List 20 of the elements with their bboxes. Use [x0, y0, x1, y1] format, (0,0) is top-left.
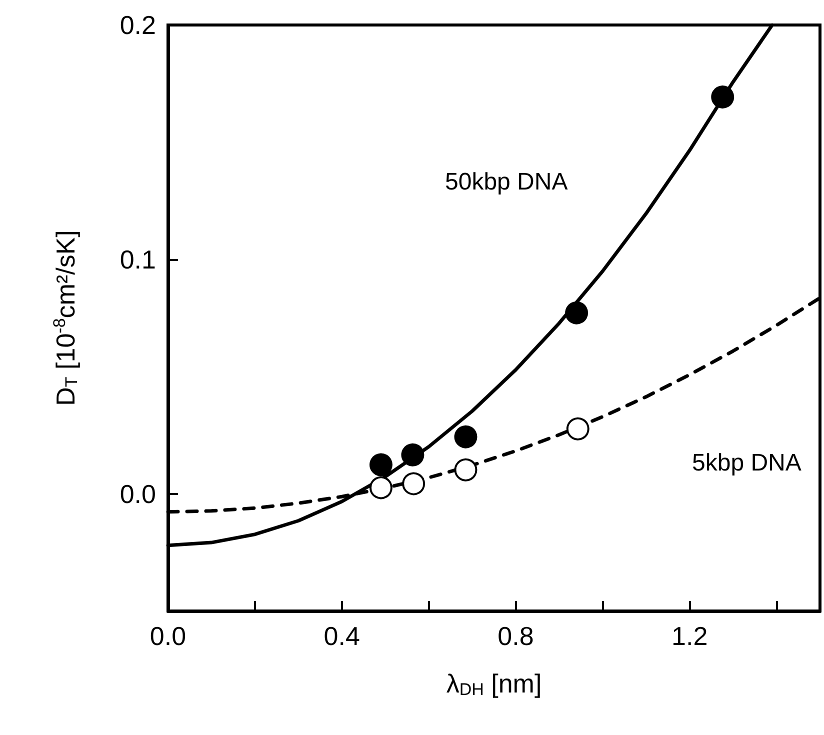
point: [402, 472, 426, 496]
point: [370, 476, 392, 500]
point: [401, 443, 424, 466]
y-tick-label: 0.0: [120, 478, 156, 509]
point: [565, 301, 588, 324]
point: [454, 458, 478, 482]
y-axis-title: DT [10-8cm²/sK]: [50, 230, 81, 406]
x-tick-label: 0.4: [324, 621, 360, 651]
x-tick-label: 1.2: [672, 621, 708, 651]
point: [370, 453, 392, 476]
y-tick-label: 0.1: [120, 244, 156, 274]
x-axis-title: λDH [nm]: [446, 668, 542, 699]
y-tick-label: 0.2: [120, 10, 156, 40]
annotation: 5kbp DNA: [692, 450, 802, 476]
annotation: 50kbp DNA: [445, 168, 568, 196]
point: [454, 425, 478, 448]
point: [711, 85, 734, 108]
point: [566, 417, 590, 440]
x-tick-label: 0.8: [498, 621, 534, 651]
x-tick-label: 0.0: [150, 621, 186, 651]
